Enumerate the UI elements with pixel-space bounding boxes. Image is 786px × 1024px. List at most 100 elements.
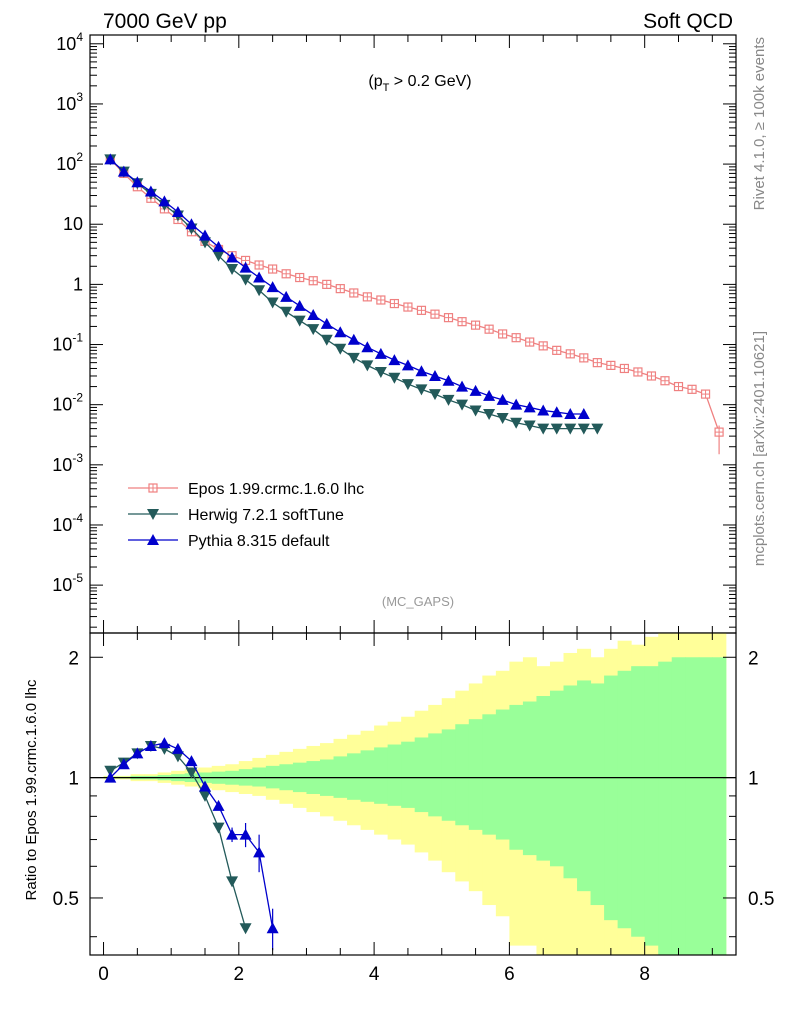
main-plot-area [104,153,724,455]
mcplots-label: mcplots.cern.ch [arXiv:2401.10621] [751,331,768,566]
data-point [239,261,252,273]
ratio-frame [89,632,737,956]
data-point [361,341,374,353]
ratio-data-point [104,771,117,783]
ratio-band-green [671,657,686,955]
ratio-band-green [658,661,673,955]
data-point [334,343,347,355]
legend-marker-1 [147,509,159,520]
ratio-band-green [698,657,713,955]
cut-label: (pT > 0.2 GeV) [368,73,471,94]
data-point [577,407,590,419]
data-point [483,408,496,420]
ratio-band-green [482,714,497,835]
data-point [117,165,130,177]
x-tick-labels: 0 2 4 6 8 [98,964,650,985]
ratio-band-green [360,750,375,802]
ratio-band-green [455,724,470,826]
ratio-band-green [617,670,632,929]
ratio-data-point [253,846,266,858]
ratio-band-green [374,747,389,804]
ratio-band-green [549,690,565,867]
ratio-data-point [171,751,184,763]
ratio-data-point [212,822,225,834]
data-point [537,404,550,416]
data-point [266,281,279,293]
y-tick-label: 1 [73,274,83,294]
y-tick-label: 103 [56,90,83,114]
ratio-data-point [131,747,144,759]
data-point [374,366,387,378]
main-frame [89,34,737,634]
ratio-band-green [252,767,267,787]
legend-label-0: Epos 1.99.crmc.1.6.0 lhc [188,481,364,498]
data-point [483,389,496,401]
ratio-band-green [495,709,510,840]
data-point [564,423,577,435]
data-point [374,347,387,359]
main-ticks [90,35,736,633]
ratio-band-green [712,657,727,955]
main-panel: 10-5 10-4 10-3 10-2 10-1 1 10 102 103 104 (pT > 0… [52,30,737,634]
ratio-band-green [441,729,456,821]
ratio-data-point [198,780,211,792]
y-tick-label: 10-3 [52,451,83,475]
data-point [550,406,563,418]
data-point [496,393,509,405]
data-point [347,333,360,345]
data-point [456,399,469,411]
ratio-data-point [239,828,252,840]
data-point [185,218,198,230]
data-point [131,176,144,188]
data-point [280,290,293,302]
ratio-band-green [590,683,605,906]
ratio-band-green [387,744,402,806]
data-point [253,271,266,283]
data-point [415,384,428,396]
energy-label: 7000 GeV pp [103,10,227,33]
data-point [564,407,577,419]
data-point [577,423,590,435]
data-point [212,240,225,252]
ratio-data-point [198,790,211,802]
ratio-panel: 0.5 0.5 1 1 2 2 Ratio to Epos 1.99.crmc.1.6.0… [23,632,775,956]
x-tick-label: 6 [504,964,515,985]
data-point [401,359,414,371]
data-point [401,379,414,391]
ratio-data-point [185,755,198,767]
ratio-data-point [212,799,225,811]
data-point [523,401,536,413]
data-point [442,394,455,406]
data-point [158,195,171,207]
legend-label-2: Pythia 8.315 default [188,533,330,550]
y-tick-label: 10 [63,214,83,234]
ratio-data-point [158,737,171,749]
data-point [415,365,428,377]
data-point [104,153,117,165]
data-point [361,360,374,372]
data-point [226,264,239,276]
ratio-band-green [536,696,551,861]
data-point [456,380,469,392]
ratio-y-tick-label-right: 0.5 [748,889,774,910]
data-point [510,417,523,429]
data-point [510,398,523,410]
ratio-y-tick-label-right: 2 [748,648,759,669]
ratio-y-axis-label: Ratio to Epos 1.99.crmc.1.6.0 lhc [23,679,40,900]
ratio-data-point [104,765,117,777]
data-point [239,274,252,286]
ratio-band-green [522,701,537,856]
series-line-2 [109,158,584,415]
x-tick-label: 0 [98,964,109,985]
data-point [537,423,550,435]
main-y-tick-labels: 10-5 10-4 10-3 10-2 10-1 1 10 102 103 104 [52,30,83,595]
y-tick-label: 10-5 [52,571,83,595]
data-point [388,372,401,384]
data-point [428,369,441,381]
ratio-band-green [604,675,619,921]
data-point [307,324,320,336]
legend-label-1: Herwig 7.2.1 softTune [188,507,344,524]
data-point [253,285,266,297]
ratio-y-tick-labels: 0.5 0.5 1 1 2 2 [53,648,775,910]
